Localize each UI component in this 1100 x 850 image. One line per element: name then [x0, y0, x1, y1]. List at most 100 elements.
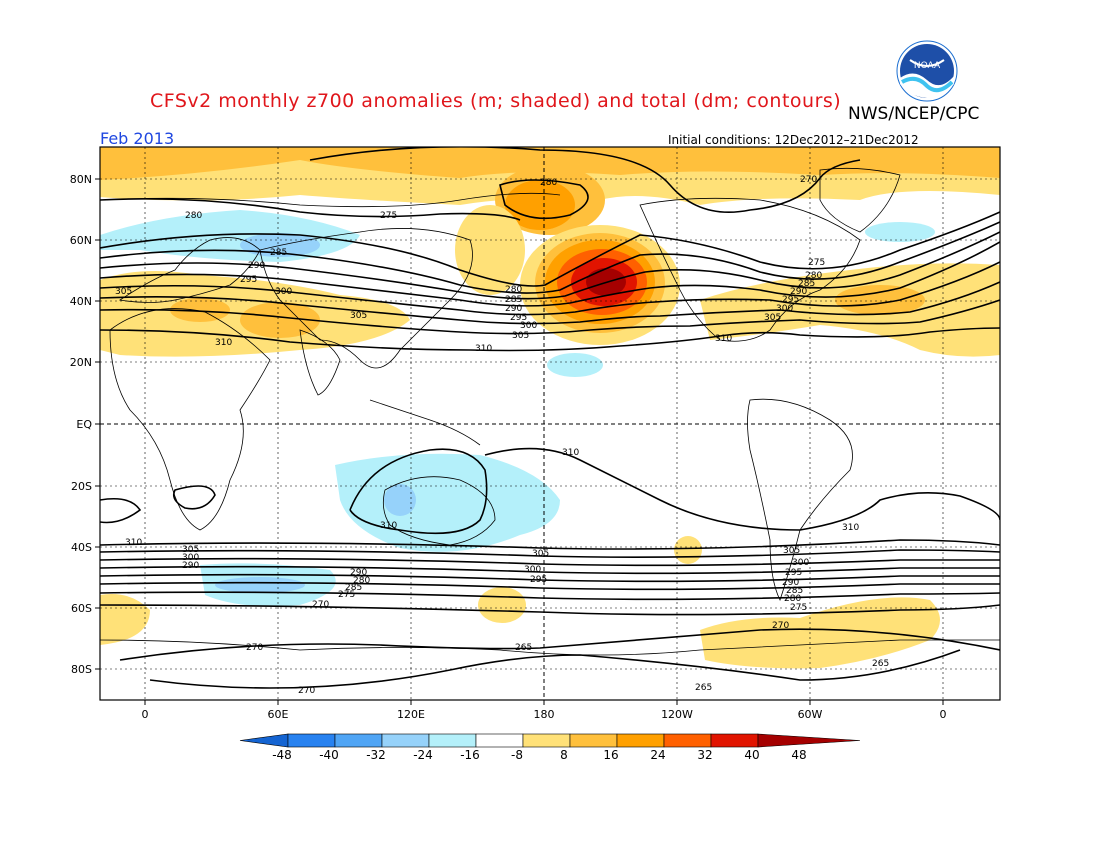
- lon-tick-label: 60E: [268, 708, 289, 721]
- colorbar-label: 24: [650, 748, 665, 762]
- colorbar-swatch: [522, 733, 571, 748]
- colorbar-label: -48: [272, 748, 292, 762]
- lon-tick-label: 0: [142, 708, 149, 721]
- colorbar-swatch: [381, 733, 430, 748]
- contour-label: 270: [246, 643, 263, 653]
- contour-label: 290: [782, 578, 799, 588]
- colorbar-label: 48: [791, 748, 806, 762]
- contour-label: 270: [800, 175, 817, 185]
- colorbar-swatch: [287, 733, 336, 748]
- contour-label: 305: [532, 549, 549, 559]
- geopotential-contours: [100, 147, 1000, 689]
- org-label: NWS/NCEP/CPC: [848, 104, 980, 124]
- colorbar-label: 40: [744, 748, 759, 762]
- contour-label: 275: [808, 258, 825, 268]
- lat-tick-label: 40S: [71, 541, 92, 554]
- lat-tick-label: 20S: [71, 480, 92, 493]
- colorbar-arrow-left: [239, 733, 289, 748]
- contour-label: 285: [798, 279, 815, 289]
- contour-label: 300: [524, 565, 541, 575]
- contour-label: 290: [505, 304, 522, 314]
- contour-label: 295: [785, 568, 802, 578]
- contour-label: 305: [115, 287, 132, 297]
- contour-label: 285: [786, 586, 803, 596]
- colorbar-swatch: [428, 733, 477, 748]
- noaa-logo-icon: NOAA: [896, 40, 958, 102]
- contour-label: 295: [782, 295, 799, 305]
- colorbar-swatch: [710, 733, 759, 748]
- lon-tick-labels: 0 60E 120E 180 120W 60W 0: [142, 708, 947, 721]
- chart-title: CFSv2 monthly z700 anomalies (m; shaded)…: [150, 90, 842, 112]
- initial-conditions-label: Initial conditions: 12Dec2012–21Dec2012: [668, 133, 919, 147]
- contour-label: 290: [248, 261, 265, 271]
- contour-label: 300: [275, 287, 292, 297]
- contour-label: 280: [185, 211, 202, 221]
- contour-label: 300: [520, 321, 537, 331]
- colorbar-swatch: [569, 733, 618, 748]
- contour-label: 310: [380, 521, 397, 531]
- colorbar-label: -8: [511, 748, 523, 762]
- contour-label: 270: [772, 621, 789, 631]
- contour-label-group: 280 280 275 270 285 290 295 300 305 305 …: [115, 175, 889, 696]
- contour-label: 295: [510, 313, 527, 323]
- equator-and-dateline: [100, 147, 1000, 700]
- lon-tick-label: 60W: [798, 708, 823, 721]
- contour-label: 265: [515, 643, 532, 653]
- contour-label: 285: [505, 295, 522, 305]
- contour-label: 295: [530, 575, 547, 585]
- contour-label: 280: [805, 271, 822, 281]
- contour-label: 275: [338, 590, 355, 600]
- contour-label: 305: [764, 313, 781, 323]
- contour-label: 280: [505, 285, 522, 295]
- contour-label: 310: [475, 344, 492, 354]
- lat-tick-label: 80N: [70, 173, 92, 186]
- contour-label: 305: [512, 331, 529, 341]
- contour-label: 275: [380, 211, 397, 221]
- colorbar-label: -24: [413, 748, 433, 762]
- contour-label: 300: [182, 553, 199, 563]
- lat-tick-label: 80S: [71, 663, 92, 676]
- lon-tick-label: 180: [534, 708, 555, 721]
- lat-tick-labels: 80N 60N 40N 20N EQ 20S 40S 60S 80S: [70, 173, 93, 676]
- lat-tick-label: 60S: [71, 602, 92, 615]
- colorbar-swatch: [334, 733, 383, 748]
- colorbar-arrow-right: [757, 733, 861, 748]
- colorbar-label: 32: [697, 748, 712, 762]
- colorbar-label: -40: [319, 748, 339, 762]
- contour-label: 300: [792, 558, 809, 568]
- tick-marks: [95, 178, 944, 705]
- logo-text: NOAA: [914, 61, 941, 71]
- contour-label: 295: [240, 275, 257, 285]
- colorbar-label: 16: [603, 748, 618, 762]
- contour-label: 280: [353, 576, 370, 586]
- contour-label: 265: [695, 683, 712, 693]
- colorbar-label: 8: [560, 748, 568, 762]
- contour-label: 290: [790, 287, 807, 297]
- contour-label: 300: [776, 304, 793, 314]
- colorbar-label: -16: [460, 748, 480, 762]
- lat-tick-label: 60N: [70, 234, 92, 247]
- contour-label: 305: [350, 311, 367, 321]
- contour-label: 290: [182, 561, 199, 571]
- month-label: Feb 2013: [100, 129, 175, 148]
- lat-tick-label: 40N: [70, 295, 92, 308]
- contour-label: 305: [783, 546, 800, 556]
- lat-tick-label: EQ: [76, 418, 92, 431]
- contour-label: 310: [842, 523, 859, 533]
- lon-tick-label: 120E: [397, 708, 425, 721]
- contour-label: 310: [715, 334, 732, 344]
- contour-label: 280: [540, 178, 557, 188]
- contour-label: 270: [298, 686, 315, 696]
- contour-label: 285: [270, 248, 287, 258]
- contour-label: 310: [215, 338, 232, 348]
- contour-label: 290: [350, 568, 367, 578]
- colorbar: -48 -40 -32 -24 -16 -8 8 16 24 32 40 48: [239, 733, 861, 762]
- lon-tick-label: 120W: [661, 708, 693, 721]
- colorbar-swatch: [475, 733, 524, 748]
- contour-label: 305: [182, 545, 199, 555]
- colorbar-swatch: [616, 733, 665, 748]
- contour-label: 280: [784, 594, 801, 604]
- contour-label: 275: [790, 603, 807, 613]
- contour-label: 265: [872, 659, 889, 669]
